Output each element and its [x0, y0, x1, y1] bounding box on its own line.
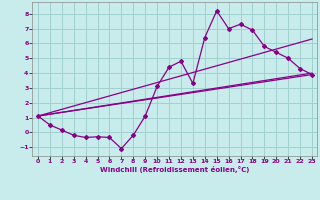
X-axis label: Windchill (Refroidissement éolien,°C): Windchill (Refroidissement éolien,°C)	[100, 166, 249, 173]
